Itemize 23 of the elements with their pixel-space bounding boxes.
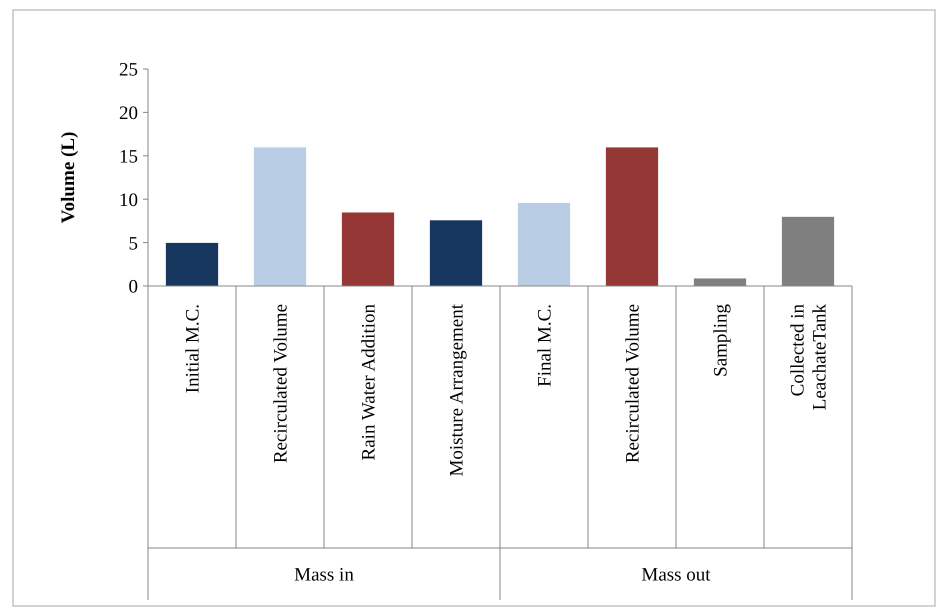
- bar: [605, 146, 659, 286]
- x-tick-label: Recirculated Volume: [622, 304, 644, 464]
- x-tick-label: Collected in LeachateTank: [788, 304, 831, 410]
- bar: [341, 212, 395, 286]
- x-tick-label: Initial M.C.: [182, 304, 204, 394]
- x-tick-label: Final M.C.: [534, 304, 556, 387]
- text: Mass in: [294, 564, 354, 586]
- bar: [165, 242, 219, 286]
- text: Mass out: [641, 564, 712, 586]
- bar: [517, 202, 571, 286]
- x-tick-label: Sampling: [710, 304, 732, 377]
- y-tick-label: 10: [119, 190, 138, 211]
- x-tick-label: Recirculated Volume: [270, 304, 292, 464]
- x-tick-label: Moisture Arrangement: [446, 303, 468, 477]
- y-tick-label: 20: [119, 103, 138, 124]
- y-tick-label: 15: [119, 146, 138, 168]
- y-axis-title: Volume (L): [58, 132, 79, 224]
- y-tick-label: 5: [128, 233, 138, 254]
- bar: [253, 146, 307, 286]
- y-tick-label: 0: [128, 276, 138, 298]
- bar: [429, 220, 483, 286]
- x-tick-label: Rain Water Addition: [358, 304, 380, 460]
- y-tick-label: 25: [119, 60, 138, 81]
